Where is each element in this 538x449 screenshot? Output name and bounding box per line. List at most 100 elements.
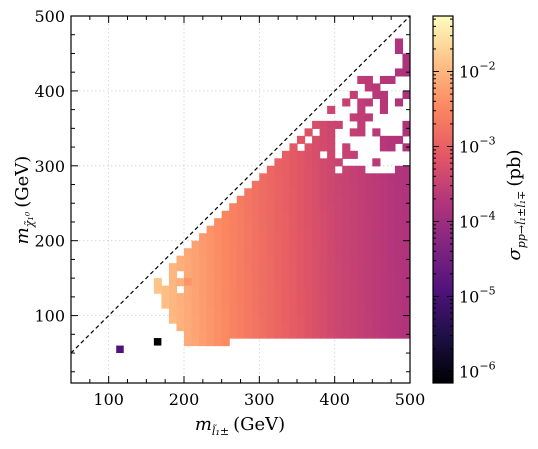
- heatmap-cell: [394, 233, 404, 242]
- heatmap-cell: [372, 278, 381, 287]
- heatmap-cell: [334, 180, 343, 189]
- heatmap-cell: [251, 270, 260, 279]
- heatmap-cell: [312, 263, 321, 272]
- heatmap-cell: [184, 308, 193, 317]
- y-tick-label: 300: [34, 157, 65, 176]
- heatmap-cell: [229, 210, 238, 219]
- heatmap-cell: [327, 150, 336, 159]
- heatmap-cell: [410, 323, 418, 331]
- heatmap-cell: [206, 278, 215, 287]
- heatmap-cell: [372, 128, 381, 137]
- heatmap-cell: [372, 158, 381, 167]
- heatmap-cell: [379, 233, 388, 242]
- heatmap-cell: [259, 225, 268, 234]
- heatmap-cell: [236, 293, 245, 302]
- heatmap-cell: [214, 293, 223, 302]
- heatmap-cell: [244, 308, 253, 317]
- heatmap-cell: [327, 203, 336, 212]
- heatmap-cell: [334, 248, 343, 257]
- heatmap-cell: [342, 225, 351, 234]
- heatmap-cell: [410, 241, 418, 249]
- heatmap-cell: [319, 255, 328, 264]
- heatmap-cell: [206, 285, 215, 294]
- heatmap-cell: [191, 285, 200, 294]
- heatmap-cell: [274, 278, 283, 287]
- heatmap-cell: [349, 195, 358, 204]
- heatmap-cell: [199, 308, 208, 317]
- heatmap-cell: [289, 315, 298, 324]
- heatmap-cell: [266, 263, 275, 272]
- heatmap-cell: [191, 263, 200, 272]
- heatmap-cell: [410, 196, 418, 204]
- heatmap-cell: [357, 308, 366, 317]
- heatmap-cell: [289, 270, 298, 279]
- heatmap-cell: [266, 330, 275, 339]
- heatmap-cell: [281, 248, 291, 257]
- heatmap-cell: [387, 188, 396, 197]
- heatmap-cell: [281, 270, 291, 279]
- heatmap-cell: [387, 278, 396, 287]
- heatmap-cell: [244, 300, 253, 309]
- heatmap-cell: [184, 300, 193, 309]
- heatmap-cell: [244, 315, 253, 324]
- heatmap-cell: [349, 233, 358, 242]
- heatmap-cell: [379, 278, 388, 287]
- heatmap-cell: [304, 203, 313, 212]
- heatmap-cell: [372, 308, 381, 317]
- heatmap-cell: [349, 188, 358, 197]
- heatmap-cell: [221, 225, 230, 234]
- heatmap-cell: [319, 263, 328, 272]
- heatmap-cell: [206, 225, 215, 234]
- heatmap-cell: [289, 165, 298, 174]
- heatmap-cell: [274, 210, 283, 219]
- heatmap-cell: [236, 248, 245, 257]
- heatmap-cell: [364, 248, 373, 257]
- heatmap-cell: [394, 68, 404, 77]
- heatmap-cell: [259, 218, 268, 227]
- heatmap-cell: [379, 285, 388, 294]
- heatmap-cell: [357, 180, 366, 189]
- heatmap-cell: [312, 143, 321, 152]
- heatmap-cell: [297, 180, 306, 189]
- heatmap-cell: [251, 285, 260, 294]
- heatmap-cell: [184, 323, 193, 332]
- heatmap-cell: [244, 218, 253, 227]
- heatmap-cell: [244, 323, 253, 332]
- colorbar-frame: [432, 15, 454, 384]
- heatmap-cell: [176, 323, 185, 332]
- heatmap-cell: [334, 173, 343, 182]
- heatmap-cell: [334, 218, 343, 227]
- heatmap-cell: [221, 263, 230, 272]
- heatmap-cell: [364, 188, 373, 197]
- heatmap-cell: [221, 330, 230, 339]
- heatmap-cell: [410, 263, 418, 271]
- heatmap-cell: [379, 270, 388, 279]
- heatmap-cell: [334, 225, 343, 234]
- heatmap-cell: [221, 240, 230, 249]
- heatmap-cell: [229, 278, 238, 287]
- heatmap-cell: [214, 330, 223, 339]
- heatmap-cell: [236, 270, 245, 279]
- heatmap-cell: [319, 120, 328, 129]
- heatmap-cell: [410, 173, 418, 181]
- heatmap-cell: [327, 233, 336, 242]
- heatmap-cell: [349, 165, 358, 174]
- heatmap-cell: [289, 255, 298, 264]
- heatmap-cell: [364, 263, 373, 272]
- heatmap-cell: [244, 195, 253, 204]
- heatmap-cell: [349, 218, 358, 227]
- colorbar-label: σpp→l̃₁±l̃₁∓(pb): [504, 150, 528, 261]
- colorbar: [433, 16, 453, 383]
- heatmap-cell: [236, 218, 245, 227]
- heatmap-cell: [259, 330, 268, 339]
- heatmap-cell: [168, 300, 178, 309]
- heatmap-cell: [214, 218, 223, 227]
- heatmap-cell: [191, 338, 200, 347]
- heatmap-cell: [199, 323, 208, 332]
- heatmap-cell: [176, 278, 185, 287]
- heatmap-cell: [281, 158, 291, 167]
- heatmap-cell: [251, 315, 260, 324]
- heatmap-cell: [184, 248, 193, 257]
- heatmap-cell: [364, 293, 373, 302]
- heatmap-cell: [199, 338, 208, 347]
